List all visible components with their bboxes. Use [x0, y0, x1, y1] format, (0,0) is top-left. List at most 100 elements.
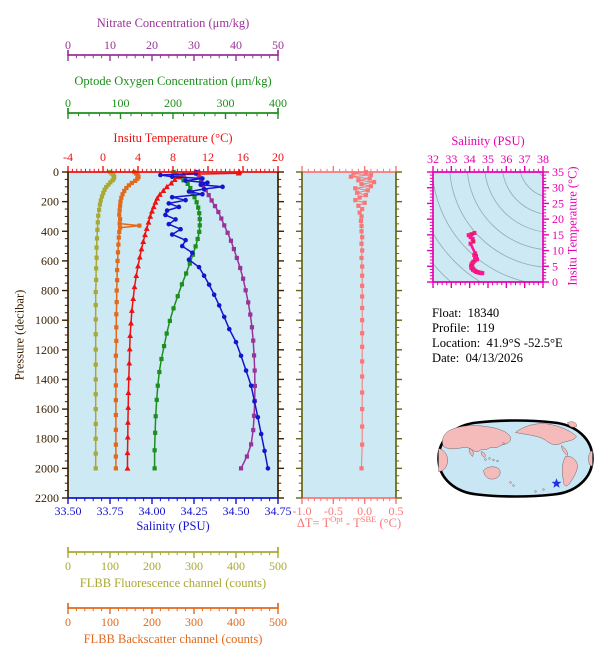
tick-label: 2000 [35, 461, 59, 475]
tick-label: 35 [482, 152, 494, 166]
map-island [492, 458, 495, 462]
tick-label: 16 [237, 150, 249, 164]
oxygen-axis: 0 100 200 300 400 [65, 96, 287, 119]
tick-label: 100 [112, 96, 130, 110]
tick-label: 5 [552, 259, 558, 273]
temperature-axis-title: Insitu Temperature (°C) [113, 131, 233, 145]
date-text: Date: 04/13/2026 [432, 351, 523, 365]
tick-label: 400 [269, 96, 287, 110]
map-landmass [480, 451, 486, 458]
salinity-axis: 33.50 33.75 34.00 34.25 34.50 34.75 [55, 497, 292, 518]
tick-label: -0.5 [324, 504, 343, 518]
nitrate-axis-title: Nitrate Concentration (μm/kg) [96, 16, 250, 30]
tick-label: 36 [500, 152, 512, 166]
tick-label: 4 [135, 150, 141, 164]
map-landmass [515, 423, 577, 445]
tick-label: 2200 [35, 491, 59, 505]
tick-label: 0.5 [389, 504, 404, 518]
ts-salinity-axis: 32 33 34 35 36 37 38 [427, 152, 549, 173]
map-island [496, 459, 499, 463]
salinity-axis-title: Salinity (PSU) [136, 519, 210, 533]
tick-label: 0 [65, 559, 71, 573]
map-island [512, 484, 515, 487]
series-ts [466, 230, 485, 276]
backscatter-axis-title: FLBB Backscatter channel (counts) [83, 632, 263, 646]
tick-label: 600 [41, 254, 59, 268]
tick-label: 37 [519, 152, 531, 166]
oxygen-axis-title: Optode Oxygen Concentration (μm/kg) [74, 74, 272, 88]
tick-label: 20 [146, 38, 158, 52]
pressure-axis-title: Pressure (decibar) [12, 289, 27, 381]
delta-t-right-spine [395, 171, 402, 499]
tick-label: 15 [552, 228, 564, 242]
tick-label: 400 [227, 615, 245, 629]
tick-label: 34.00 [139, 504, 166, 518]
series-backscatter [113, 169, 142, 471]
tick-label: 1800 [35, 432, 59, 446]
tick-label: 200 [41, 195, 59, 209]
delta-t-bottom-axis: -1.0 -0.5 0.0 0.5 [293, 497, 404, 518]
tick-label: 500 [269, 559, 287, 573]
tick-label: 200 [143, 615, 161, 629]
tick-label: 200 [164, 96, 182, 110]
map-landmass [483, 466, 501, 480]
map-landmass [588, 450, 593, 467]
tick-label: 1200 [35, 343, 59, 357]
map-island [488, 457, 491, 460]
map-landmass [567, 421, 577, 428]
tick-label: 34.75 [265, 504, 292, 518]
series-delta-t [348, 169, 377, 471]
tick-label: -1.0 [293, 504, 312, 518]
tick-label: 33.50 [55, 504, 82, 518]
right-spine [277, 171, 284, 499]
ts-left-spine [427, 171, 434, 283]
tick-label: 34 [464, 152, 476, 166]
tick-label: 33.75 [97, 504, 124, 518]
map-island [502, 442, 505, 445]
tick-label: 0 [100, 150, 106, 164]
tick-label: 300 [217, 96, 235, 110]
fluorescence-axis-title: FLBB Fluorescence channel (counts) [79, 576, 267, 590]
tick-label: 100 [101, 559, 119, 573]
series-salinity [158, 169, 271, 471]
tick-label: 0 [552, 275, 558, 289]
tick-label: 10 [104, 38, 116, 52]
tick-label: 32 [427, 152, 439, 166]
tick-label: 1000 [35, 313, 59, 327]
tick-label: 400 [41, 224, 59, 238]
tick-label: 50 [272, 38, 284, 52]
tick-label: -4 [63, 150, 73, 164]
delta-t-plot-area [302, 172, 396, 498]
ts-salinity-axis-title: Salinity (PSU) [451, 134, 525, 148]
tick-label: 100 [101, 615, 119, 629]
tick-label: 800 [41, 284, 59, 298]
map-island [484, 458, 487, 461]
ts-bottom-spine [432, 281, 544, 288]
tick-label: 8 [170, 150, 176, 164]
map-landmass [468, 448, 474, 457]
map-island [542, 488, 545, 491]
tick-label: 1400 [35, 372, 59, 386]
float-location-marker [551, 478, 562, 488]
delta-t-top-axis [301, 166, 397, 173]
tick-label: 0 [65, 96, 71, 110]
tick-label: 500 [269, 615, 287, 629]
tick-label: 12 [202, 150, 214, 164]
delta-t-left-spine [296, 171, 303, 499]
map-landmass [438, 448, 448, 472]
tick-label: 0 [53, 165, 59, 179]
tick-label: 40 [230, 38, 242, 52]
tick-label: 0 [65, 615, 71, 629]
tick-label: 20 [272, 150, 284, 164]
temperature-axis: -4 0 4 8 12 16 20 [63, 150, 284, 173]
world-map [437, 419, 594, 498]
delta-t-axis-title: ΔT= TOpt - TSBE (°C) [296, 513, 402, 530]
map-landmass [561, 445, 568, 456]
tick-label: 300 [185, 615, 203, 629]
fluorescence-axis: 0 100 200 300 400 500 [65, 547, 287, 573]
tick-label: 20 [552, 212, 564, 226]
pressure-axis: 0 200 400 600 800 1000 1200 1400 1600 1800 2000 220… [35, 165, 69, 505]
